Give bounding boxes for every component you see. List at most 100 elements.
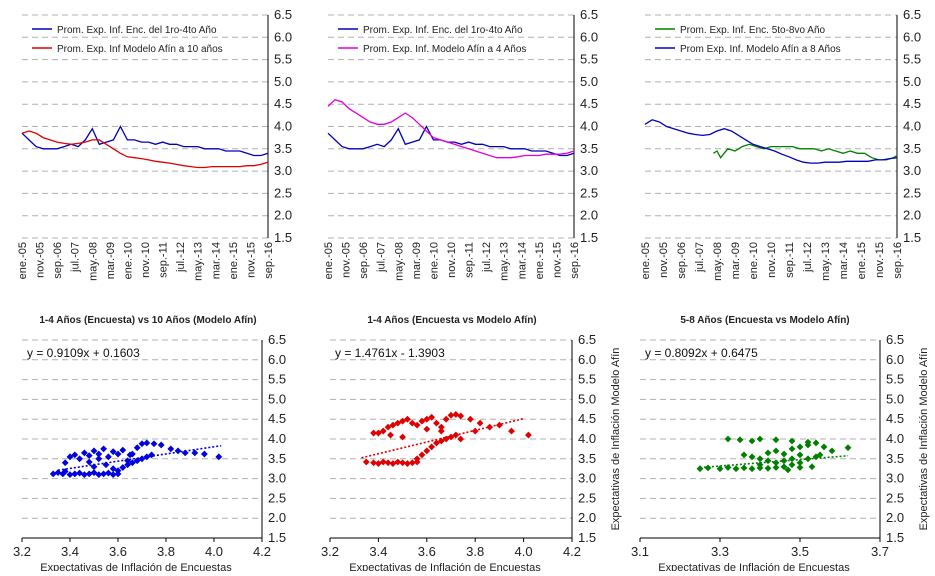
x-tick-label: ene.-10 bbox=[122, 242, 134, 279]
data-point bbox=[437, 427, 445, 435]
data-point bbox=[418, 451, 426, 459]
y-tick-label: 4.5 bbox=[268, 411, 286, 426]
data-point bbox=[788, 461, 796, 469]
y-tick-label: 1.5 bbox=[268, 530, 286, 545]
series-line bbox=[327, 125, 575, 157]
data-point bbox=[508, 427, 515, 435]
y-tick-label: 5.0 bbox=[274, 74, 292, 89]
y-tick-label: 1.5 bbox=[886, 530, 904, 545]
legend-label: Prom. Exp. Inf. Modelo Afín a 4 Años bbox=[363, 44, 526, 55]
x-tick-label: nov.-10 bbox=[766, 242, 778, 278]
data-point bbox=[95, 455, 103, 463]
data-point bbox=[404, 415, 411, 423]
y-tick-label: 4.5 bbox=[274, 96, 292, 111]
x-tick-label: 3.1 bbox=[631, 544, 649, 559]
y-tick-label: 4.0 bbox=[580, 119, 598, 134]
data-point bbox=[457, 412, 465, 420]
data-point bbox=[433, 419, 440, 427]
y-tick-label: 6.0 bbox=[268, 352, 286, 367]
data-point bbox=[796, 459, 804, 467]
data-point bbox=[788, 445, 796, 453]
x-tick-label: 4.2 bbox=[253, 544, 271, 559]
data-point bbox=[90, 447, 98, 455]
data-point bbox=[95, 450, 103, 458]
data-point bbox=[428, 413, 436, 421]
data-point bbox=[796, 464, 804, 471]
x-tick-label: mar.-14 bbox=[838, 242, 850, 279]
data-point bbox=[780, 463, 788, 471]
data-point bbox=[143, 439, 151, 447]
y-tick-label: 2.5 bbox=[903, 185, 921, 200]
y-tick-label: 5.0 bbox=[886, 391, 904, 406]
y-tick-label: 6.5 bbox=[886, 332, 904, 347]
data-point bbox=[788, 437, 796, 445]
x-tick-label: 4.2 bbox=[563, 544, 581, 559]
y-tick-label: 4.5 bbox=[578, 411, 596, 426]
data-point bbox=[413, 455, 421, 463]
data-point bbox=[466, 415, 474, 423]
data-point bbox=[740, 451, 748, 459]
data-point bbox=[71, 470, 79, 478]
x-tick-label: nov.-10 bbox=[446, 242, 458, 278]
trendline bbox=[699, 454, 849, 469]
x-tick-label: may.-08 bbox=[393, 242, 405, 281]
x-tick-label: sep.-16 bbox=[892, 242, 904, 279]
data-point bbox=[157, 441, 165, 449]
data-point bbox=[816, 451, 824, 459]
data-point bbox=[174, 447, 182, 455]
x-tick-label: ene.-05 bbox=[323, 242, 335, 279]
data-point bbox=[76, 455, 83, 463]
data-point bbox=[525, 431, 532, 439]
x-tick-label: ene.-05 bbox=[640, 242, 652, 279]
data-point bbox=[61, 459, 69, 467]
y-axis-label: Expectativas de Inflación Modelo Afín bbox=[918, 348, 930, 531]
line-chart-3: 1.5 2.0 2.5 3.0 3.5 4.0 4.5 5.0 5.5 6.0 6.5 ene.-05… bbox=[640, 7, 921, 281]
data-point bbox=[428, 443, 436, 451]
data-point bbox=[812, 453, 820, 461]
trendline bbox=[361, 417, 524, 459]
x-tick-label: 4.0 bbox=[515, 544, 533, 559]
data-point bbox=[772, 459, 780, 467]
x-tick-label: may.-13 bbox=[499, 242, 511, 281]
y-tick-label: 4.5 bbox=[903, 96, 921, 111]
y-tick-label: 6.5 bbox=[580, 7, 598, 22]
x-tick-label: ene.-15 bbox=[856, 242, 868, 279]
data-point bbox=[384, 423, 392, 431]
legend-label: Prom. Exp. Inf. Enc. del 1ro-4to Año bbox=[363, 25, 523, 36]
data-point bbox=[191, 449, 199, 457]
chart-title: 5-8 Años (Encuesta vs Modelo Afín) bbox=[680, 315, 849, 326]
y-tick-label: 3.0 bbox=[903, 163, 921, 178]
data-point bbox=[133, 444, 141, 452]
data-point bbox=[384, 459, 392, 467]
y-tick-label: 6.0 bbox=[580, 29, 598, 44]
x-tick-label: mar.-09 bbox=[105, 242, 117, 279]
data-point bbox=[119, 446, 127, 454]
data-point bbox=[716, 465, 724, 473]
data-point bbox=[85, 470, 93, 478]
y-tick-label: 4.0 bbox=[903, 119, 921, 134]
x-tick-label: mar.-14 bbox=[516, 242, 528, 279]
data-point bbox=[109, 471, 117, 479]
y-tick-label: 6.5 bbox=[903, 7, 921, 22]
y-tick-label: 5.0 bbox=[578, 391, 596, 406]
y-tick-label: 6.0 bbox=[274, 29, 292, 44]
y-tick-label: 3.0 bbox=[274, 163, 292, 178]
series-line bbox=[21, 130, 269, 169]
data-point bbox=[476, 419, 484, 427]
y-tick-label: 5.5 bbox=[268, 372, 286, 387]
x-tick-label: sep.-06 bbox=[358, 242, 370, 279]
y-tick-label: 5.5 bbox=[578, 372, 596, 387]
data-point bbox=[447, 411, 455, 419]
x-tick-label: may.-13 bbox=[193, 242, 205, 281]
x-tick-label: jul.-12 bbox=[175, 242, 187, 273]
data-point bbox=[215, 453, 223, 461]
x-tick-label: nov.-05 bbox=[35, 242, 47, 278]
x-tick-label: nov.-10 bbox=[140, 242, 152, 278]
y-tick-label: 4.5 bbox=[580, 96, 598, 111]
data-point bbox=[109, 448, 117, 456]
x-tick-label: sep.-11 bbox=[784, 242, 796, 278]
data-point bbox=[399, 459, 406, 467]
data-point bbox=[100, 470, 107, 478]
chart-title: 1-4 Años (Encuesta) vs 10 Años (Modelo A… bbox=[39, 315, 256, 326]
data-point bbox=[812, 439, 820, 447]
